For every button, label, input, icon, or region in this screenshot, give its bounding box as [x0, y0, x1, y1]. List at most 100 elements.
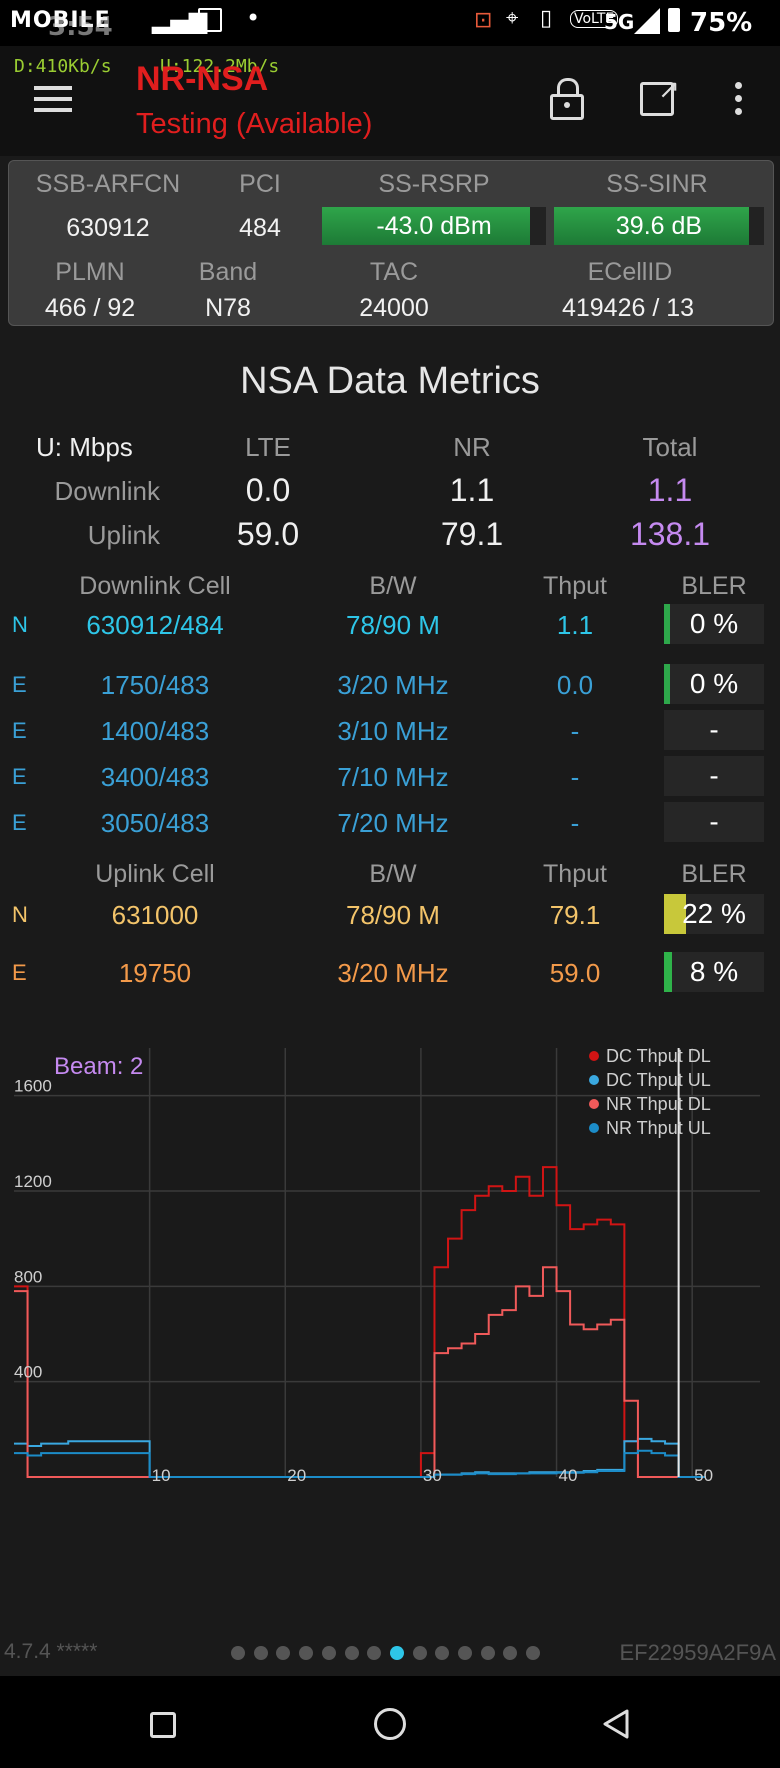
bler-level-fill: [664, 894, 686, 934]
downlink-row-bw: 78/90 M: [346, 610, 440, 640]
page-dot[interactable]: [526, 1646, 541, 1660]
downlink-row-bler: -: [664, 710, 764, 750]
battery-percent: 75%: [690, 8, 753, 38]
back-button[interactable]: [600, 1708, 632, 1740]
page-dot[interactable]: [412, 1646, 427, 1660]
tac-value: 24000: [359, 294, 429, 322]
downlink-row-type: E: [12, 810, 27, 835]
downlink-row-thput: -: [570, 808, 580, 838]
header-ecellid: ECellID: [587, 258, 673, 286]
sinr-bar: 39.6 dB: [554, 207, 764, 245]
page-dot[interactable]: [253, 1646, 268, 1660]
bler-value: 8 %: [689, 956, 739, 987]
col-lte: LTE: [245, 432, 291, 462]
lock-button[interactable]: [550, 78, 584, 120]
downlink-row-thput: -: [570, 716, 580, 746]
legend-swatch: [589, 1099, 599, 1109]
col-nr: NR: [453, 432, 491, 462]
network-mode-title: NR-NSA: [136, 60, 269, 98]
header-rsrp: SS-RSRP: [378, 170, 490, 198]
bler-level-fill: [664, 604, 670, 644]
uplink-row-cell: 631000: [111, 900, 199, 930]
downlink-row-bw: 7/10 MHz: [337, 762, 449, 792]
uplink-nr: 79.1: [440, 516, 504, 552]
dl-col-thput: Thput: [543, 572, 607, 600]
app-version: 4.7.4 *****: [4, 1640, 98, 1663]
page-dot[interactable]: [231, 1646, 245, 1660]
downlink-row-bw: 3/20 MHz: [337, 670, 449, 700]
ul-col-cell: Uplink Cell: [95, 860, 215, 888]
page-dot[interactable]: [321, 1646, 336, 1660]
downlink-row-bler: -: [664, 756, 764, 796]
clock: 3:54: [48, 12, 113, 42]
metrics-title: NSA Data Metrics: [240, 360, 540, 402]
bler-value: -: [709, 760, 719, 791]
legend-swatch: [589, 1051, 599, 1061]
series-line-nr-thput-ul: [14, 1449, 706, 1478]
header-sinr: SS-SINR: [606, 170, 708, 198]
x-tick-label: 40: [559, 1466, 578, 1485]
uplink-label: Uplink: [87, 520, 160, 550]
open-external-button[interactable]: ↗: [640, 76, 680, 116]
dot-icon: •: [246, 4, 261, 32]
col-total: Total: [642, 432, 698, 462]
recents-button[interactable]: [150, 1712, 176, 1738]
network-state: Testing (Available): [136, 108, 373, 140]
beam-annotation: Beam: 2: [54, 1053, 143, 1080]
bler-value: 22 %: [682, 898, 746, 929]
uplink-lte: 59.0: [236, 516, 300, 552]
circle-icon: [374, 1708, 406, 1740]
page-dot[interactable]: [299, 1646, 314, 1660]
page-dot[interactable]: [435, 1646, 450, 1660]
hamburger-icon: [34, 84, 72, 114]
carrier-label: MOBILE: [10, 8, 111, 33]
cell-signal-icon: [634, 8, 660, 34]
menu-button[interactable]: [34, 84, 72, 114]
dl-col-bw: B/W: [369, 572, 417, 600]
uplink-row-type: N: [12, 902, 28, 927]
header-band: Band: [198, 258, 258, 286]
legend-swatch: [589, 1075, 599, 1085]
more-options-button[interactable]: [732, 82, 746, 118]
page-dot[interactable]: [503, 1646, 518, 1660]
bler-level-fill: [664, 664, 670, 704]
downlink-total: 1.1: [647, 472, 693, 508]
page-dot-active[interactable]: [389, 1646, 404, 1660]
downlink-row-cell: 3400/483: [100, 762, 210, 792]
bler-value: 0 %: [689, 608, 739, 639]
legend-label: DC Thput DL: [606, 1046, 711, 1066]
page-dot[interactable]: [367, 1646, 382, 1660]
page-dot[interactable]: [480, 1646, 495, 1660]
downlink-row-type: E: [12, 718, 27, 743]
downlink-row-thput: 1.1: [556, 610, 594, 640]
home-button[interactable]: [374, 1708, 406, 1740]
downlink-lte: 0.0: [245, 472, 291, 508]
downlink-row-bw: 7/20 MHz: [337, 808, 449, 838]
series-line-nr-thput-dl: [14, 1266, 706, 1478]
page-dot[interactable]: [344, 1646, 359, 1660]
uplink-row-thput: 59.0: [549, 958, 601, 988]
more-vert-icon: [732, 82, 746, 118]
cast-icon: ⊡: [474, 8, 493, 33]
status-bar: MOBILE 3:54 ▂▄▆ • ⊡ ⌖ ▯ VoLTE 5G 75%: [0, 0, 780, 46]
rsrp-bar: -43.0 dBm: [322, 207, 546, 245]
uplink-row-bw: 78/90 M: [346, 900, 440, 930]
sinr-bar-fill: [554, 207, 750, 245]
legend-label: DC Thput UL: [606, 1070, 711, 1090]
x-tick-label: 20: [287, 1466, 306, 1485]
downlink-row-type: N: [12, 612, 28, 637]
page-dot[interactable]: [276, 1646, 291, 1660]
downlink-label: Downlink: [54, 476, 161, 506]
page-dot[interactable]: [458, 1646, 472, 1660]
uplink-row-bler: 22 %: [664, 894, 764, 934]
uplink-row-type: E: [12, 960, 27, 985]
y-tick-label: 800: [14, 1267, 42, 1286]
uplink-row-cell: 19750: [118, 958, 192, 988]
downlink-row-type: E: [12, 672, 27, 697]
x-tick-label: 10: [152, 1466, 171, 1485]
bler-value: -: [709, 806, 719, 837]
downlink-row-bler: -: [664, 802, 764, 842]
battery-icon: [668, 8, 680, 32]
downlink-row-thput: -: [570, 762, 580, 792]
y-tick-label: 1200: [14, 1172, 52, 1191]
